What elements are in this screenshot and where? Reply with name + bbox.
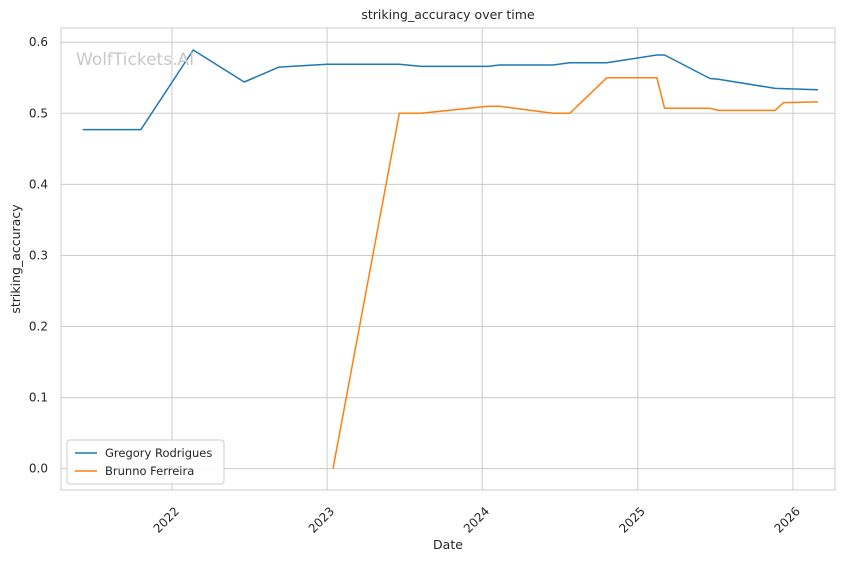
legend-label: Brunno Ferreira bbox=[105, 464, 194, 478]
y-tick-labels: 0.0 0.1 0.2 0.3 0.4 0.5 0.6 bbox=[29, 35, 48, 475]
y-tick-label: 0.0 bbox=[29, 462, 48, 476]
series-lines bbox=[82, 49, 819, 469]
y-tick-label: 0.2 bbox=[29, 320, 48, 334]
legend: Gregory Rodrigues Brunno Ferreira bbox=[66, 439, 225, 485]
x-axis-label: Date bbox=[433, 537, 463, 552]
y-axis-label: striking_accuracy bbox=[8, 204, 23, 314]
y-tick-label: 0.4 bbox=[29, 177, 48, 191]
legend-box bbox=[66, 439, 225, 485]
chart-title: striking_accuracy over time bbox=[361, 7, 535, 22]
grid bbox=[61, 28, 835, 490]
y-tick-label: 0.5 bbox=[29, 106, 48, 120]
series-line bbox=[332, 77, 819, 469]
y-tick-label: 0.6 bbox=[29, 35, 48, 49]
legend-label: Gregory Rodrigues bbox=[105, 446, 212, 460]
y-tick-label: 0.3 bbox=[29, 248, 48, 262]
series-line bbox=[82, 49, 819, 131]
plot-area-frame bbox=[60, 27, 836, 491]
watermark: WolfTickets.AI bbox=[76, 50, 194, 70]
y-tick-label: 0.1 bbox=[29, 391, 48, 405]
